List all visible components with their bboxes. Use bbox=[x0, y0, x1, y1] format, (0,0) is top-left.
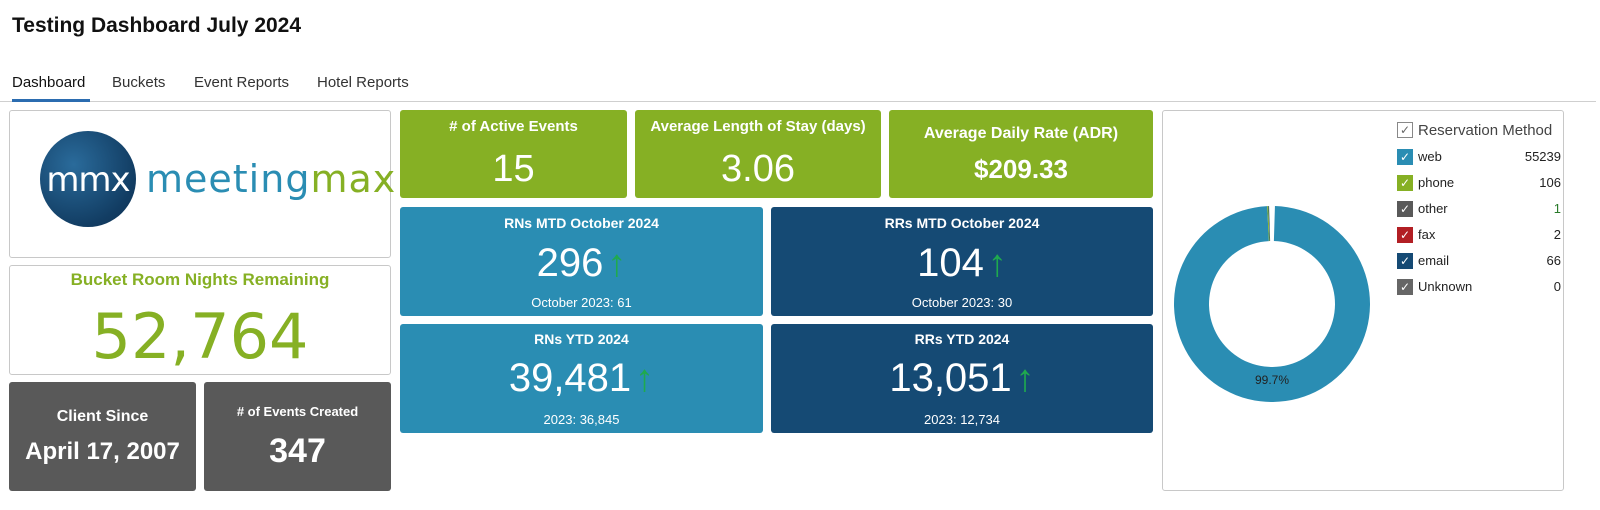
active-events-value: 15 bbox=[492, 148, 535, 190]
checkbox-icon[interactable]: ✓ bbox=[1397, 122, 1413, 138]
client-since-card: Client Since April 17, 2007 bbox=[9, 382, 196, 491]
avg-length-of-stay-value: 3.06 bbox=[721, 148, 795, 190]
bucket-room-nights-value: 52,764 bbox=[91, 300, 309, 373]
meetingmax-logo-mark: mmx bbox=[40, 131, 136, 227]
legend-value: 0 bbox=[1553, 279, 1561, 294]
rns-ytd-value: 39,481 bbox=[508, 356, 632, 400]
donut-slice-fax[interactable] bbox=[1268, 206, 1270, 242]
bucket-room-nights-card: Bucket Room Nights Remaining 52,764 bbox=[9, 265, 391, 375]
legend-label: phone bbox=[1418, 175, 1455, 190]
active-events-card: # of Active Events 15 bbox=[400, 110, 627, 198]
legend-value: 1 bbox=[1553, 201, 1561, 216]
legend-value: 55239 bbox=[1524, 149, 1561, 164]
rrs-ytd-label: RRs YTD 2024 bbox=[914, 331, 1010, 347]
rrs-ytd-value-row: 13,051 ↑ bbox=[771, 356, 1153, 401]
legend-value: 66 bbox=[1546, 253, 1561, 268]
tab-bar: Dashboard Buckets Event Reports Hotel Re… bbox=[0, 68, 1596, 102]
rns-mtd-value-row: 296 ↑ bbox=[400, 241, 763, 286]
adr-label: Average Daily Rate (ADR) bbox=[923, 125, 1119, 142]
legend-label: fax bbox=[1418, 227, 1436, 242]
logo-word-part1: meeting bbox=[146, 157, 311, 201]
checkbox-icon[interactable]: ✓ bbox=[1397, 175, 1413, 191]
bucket-room-nights-label: Bucket Room Nights Remaining bbox=[70, 270, 330, 289]
checkbox-icon[interactable]: ✓ bbox=[1397, 279, 1413, 295]
legend-label: email bbox=[1418, 253, 1450, 268]
rrs-ytd-card: RRs YTD 2024 13,051 ↑ 2023: 12,734 bbox=[771, 324, 1153, 433]
rrs-mtd-value-row: 104 ↑ bbox=[771, 241, 1153, 286]
events-created-label: # of Events Created bbox=[236, 404, 359, 419]
rns-ytd-value-row: 39,481 ↑ bbox=[400, 356, 763, 401]
legend-item-email[interactable]: ✓ email 66 bbox=[1397, 252, 1567, 272]
legend-title: Reservation Method bbox=[1418, 122, 1553, 139]
slice-percent-label: 99.7% bbox=[1255, 373, 1289, 387]
legend-value: 2 bbox=[1553, 227, 1561, 242]
rns-mtd-compare: October 2023: 61 bbox=[531, 295, 632, 310]
trend-up-icon: ↑ bbox=[1015, 358, 1035, 400]
legend-label: other bbox=[1418, 201, 1448, 216]
events-created-value: 347 bbox=[269, 432, 326, 470]
trend-up-icon: ↑ bbox=[987, 243, 1007, 285]
donut-slice-other[interactable] bbox=[1268, 206, 1270, 242]
client-since-value: April 17, 2007 bbox=[25, 438, 180, 465]
legend-item-other[interactable]: ✓ other 1 bbox=[1397, 200, 1567, 220]
events-created-card: # of Events Created 347 bbox=[204, 382, 391, 491]
meetingmax-logo-wordmark: meetingmax bbox=[146, 157, 396, 201]
active-events-label: # of Active Events bbox=[449, 118, 578, 135]
reservation-method-donut-chart: 99.7% bbox=[1174, 206, 1370, 402]
rrs-mtd-compare: October 2023: 30 bbox=[911, 295, 1013, 310]
logo-word-part2: max bbox=[310, 157, 397, 201]
trend-up-icon: ↑ bbox=[635, 358, 655, 400]
avg-length-of-stay-label: Average Length of Stay (days) bbox=[650, 118, 866, 135]
rns-ytd-card: RNs YTD 2024 39,481 ↑ 2023: 36,845 bbox=[400, 324, 763, 433]
rns-mtd-value: 296 bbox=[536, 241, 604, 285]
rrs-mtd-card: RRs MTD October 2024 104 ↑ October 2023: … bbox=[771, 207, 1153, 316]
checkbox-icon[interactable]: ✓ bbox=[1397, 253, 1413, 269]
trend-up-icon: ↑ bbox=[607, 243, 627, 285]
logo-mark-text: mmx bbox=[46, 160, 130, 200]
rns-mtd-label: RNs MTD October 2024 bbox=[504, 215, 659, 231]
logo-card: mmx meetingmax bbox=[9, 110, 395, 258]
legend-item-unknown[interactable]: ✓ Unknown 0 bbox=[1397, 278, 1567, 298]
tab-hotel-reports[interactable]: Hotel Reports bbox=[317, 74, 409, 91]
legend-value: 106 bbox=[1539, 175, 1561, 190]
checkbox-icon[interactable]: ✓ bbox=[1397, 149, 1413, 165]
legend-label: web bbox=[1418, 149, 1442, 164]
tab-buckets[interactable]: Buckets bbox=[112, 74, 166, 91]
avg-length-of-stay-card: Average Length of Stay (days) 3.06 bbox=[635, 110, 881, 198]
rns-ytd-label: RNs YTD 2024 bbox=[534, 331, 629, 347]
adr-card: Average Daily Rate (ADR) $209.33 bbox=[889, 110, 1153, 198]
rns-ytd-compare: 2023: 36,845 bbox=[543, 412, 620, 427]
rns-mtd-card: RNs MTD October 2024 296 ↑ October 2023: … bbox=[400, 207, 763, 316]
checkbox-icon[interactable]: ✓ bbox=[1397, 227, 1413, 243]
page-title: Testing Dashboard July 2024 bbox=[12, 14, 302, 37]
legend-header[interactable]: ✓ Reservation Method bbox=[1397, 120, 1567, 142]
donut-slice-phone[interactable] bbox=[1267, 206, 1270, 242]
legend-label: Unknown bbox=[1418, 279, 1473, 294]
donut-slice-email[interactable] bbox=[1268, 206, 1271, 242]
legend-item-phone[interactable]: ✓ phone 106 bbox=[1397, 174, 1567, 194]
legend-item-fax[interactable]: ✓ fax 2 bbox=[1397, 226, 1567, 246]
tab-dashboard[interactable]: Dashboard bbox=[12, 74, 90, 102]
rrs-mtd-value: 104 bbox=[917, 241, 984, 285]
rrs-mtd-label: RRs MTD October 2024 bbox=[884, 215, 1040, 231]
client-since-label: Client Since bbox=[56, 408, 149, 425]
checkbox-icon[interactable]: ✓ bbox=[1397, 201, 1413, 217]
rrs-ytd-compare: 2023: 12,734 bbox=[924, 412, 1000, 427]
tab-event-reports[interactable]: Event Reports bbox=[194, 74, 290, 91]
donut-slice-web[interactable] bbox=[1174, 206, 1370, 402]
adr-value: $209.33 bbox=[974, 154, 1068, 184]
legend-item-web[interactable]: ✓ web 55239 bbox=[1397, 148, 1567, 168]
rrs-ytd-value: 13,051 bbox=[889, 356, 1012, 400]
